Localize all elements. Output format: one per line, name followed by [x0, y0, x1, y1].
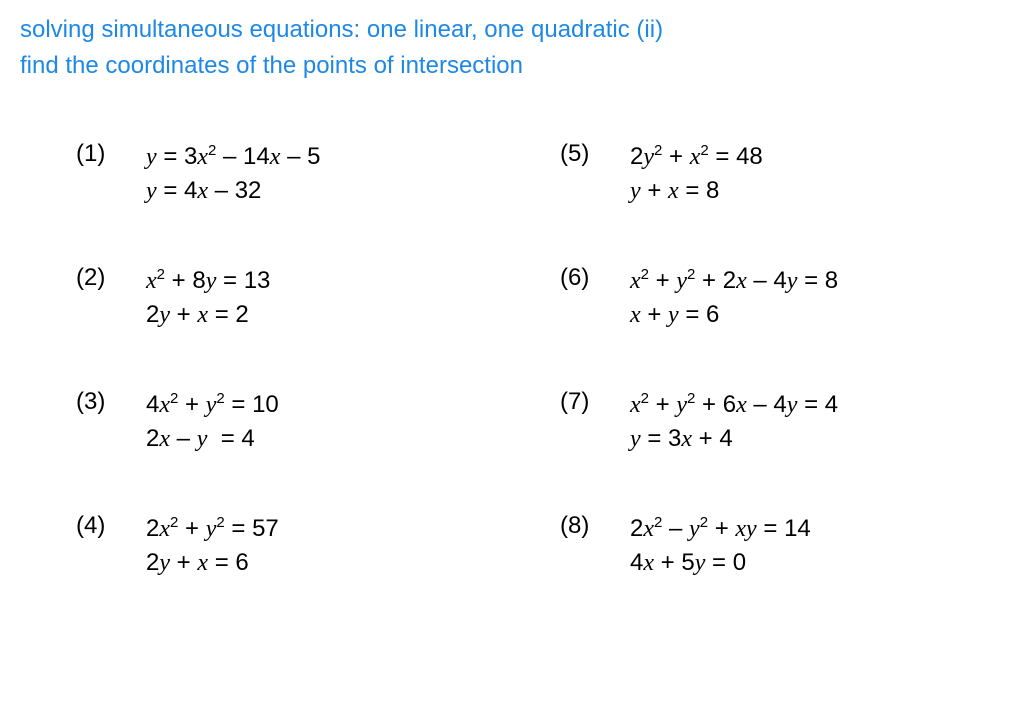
equation-1: 2x2 + y2 = 57	[146, 512, 279, 546]
worksheet-page: solving simultaneous equations: one line…	[0, 0, 1024, 580]
equation-2: 2y + x = 2	[146, 298, 270, 332]
problem-equations: y = 3x2 – 14x – 5y = 4x – 32	[146, 140, 320, 208]
equation-1: x2 + y2 + 2x – 4y = 8	[630, 264, 838, 298]
problem-equations: x2 + 8y = 132y + x = 2	[146, 264, 270, 332]
problem-equations: 4x2 + y2 = 102x – y = 4	[146, 388, 279, 456]
problem-grid: (1)y = 3x2 – 14x – 5y = 4x – 32 (5)2y2 + …	[20, 140, 1004, 580]
equation-2: y + x = 8	[630, 174, 763, 208]
problem-equations: x2 + y2 + 6x – 4y = 4y = 3x + 4	[630, 388, 838, 456]
problem: (3)4x2 + y2 = 102x – y = 4	[76, 388, 520, 456]
equation-1: 2y2 + x2 = 48	[630, 140, 763, 174]
problem: (2)x2 + 8y = 132y + x = 2	[76, 264, 520, 332]
problem: (4)2x2 + y2 = 572y + x = 6	[76, 512, 520, 580]
problem-number: (6)	[560, 264, 630, 292]
problem-number: (5)	[560, 140, 630, 168]
problem-number: (1)	[76, 140, 146, 168]
equation-2: x + y = 6	[630, 298, 838, 332]
problem-equations: 2y2 + x2 = 48y + x = 8	[630, 140, 763, 208]
equation-2: y = 4x – 32	[146, 174, 320, 208]
equation-2: 2y + x = 6	[146, 546, 279, 580]
problem-number: (7)	[560, 388, 630, 416]
equation-1: x2 + 8y = 13	[146, 264, 270, 298]
equation-1: y = 3x2 – 14x – 5	[146, 140, 320, 174]
problem-number: (8)	[560, 512, 630, 540]
equation-2: 2x – y = 4	[146, 422, 279, 456]
problem-equations: 2x2 – y2 + xy = 144x + 5y = 0	[630, 512, 811, 580]
problem: (5)2y2 + x2 = 48y + x = 8	[560, 140, 1004, 208]
problem: (8)2x2 – y2 + xy = 144x + 5y = 0	[560, 512, 1004, 580]
problem-number: (3)	[76, 388, 146, 416]
problem: (1)y = 3x2 – 14x – 5y = 4x – 32	[76, 140, 520, 208]
page-title: solving simultaneous equations: one line…	[20, 12, 1004, 84]
equation-2: y = 3x + 4	[630, 422, 838, 456]
problem-number: (4)	[76, 512, 146, 540]
equation-2: 4x + 5y = 0	[630, 546, 811, 580]
problem: (7)x2 + y2 + 6x – 4y = 4y = 3x + 4	[560, 388, 1004, 456]
title-line-1: solving simultaneous equations: one line…	[20, 12, 1004, 48]
problem-equations: 2x2 + y2 = 572y + x = 6	[146, 512, 279, 580]
title-line-2: find the coordinates of the points of in…	[20, 48, 1004, 84]
problem: (6)x2 + y2 + 2x – 4y = 8x + y = 6	[560, 264, 1004, 332]
equation-1: 4x2 + y2 = 10	[146, 388, 279, 422]
problem-number: (2)	[76, 264, 146, 292]
equation-1: x2 + y2 + 6x – 4y = 4	[630, 388, 838, 422]
equation-1: 2x2 – y2 + xy = 14	[630, 512, 811, 546]
problem-equations: x2 + y2 + 2x – 4y = 8x + y = 6	[630, 264, 838, 332]
